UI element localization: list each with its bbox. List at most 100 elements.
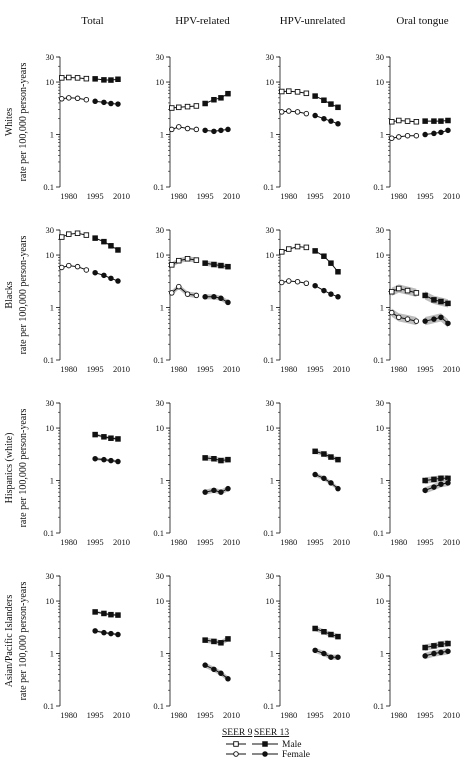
female-point bbox=[108, 457, 114, 464]
y-tick-label: 0.1 bbox=[373, 182, 384, 192]
panel-series-group bbox=[312, 448, 341, 492]
male-point bbox=[101, 77, 107, 83]
male-point bbox=[92, 76, 98, 82]
row-labels: Whites rate per 100,000 person-yearsBlack… bbox=[4, 62, 29, 700]
y-tick-label: 0.1 bbox=[153, 528, 164, 538]
y-tick-label: 30 bbox=[376, 225, 385, 235]
female-point bbox=[218, 489, 224, 495]
female-point bbox=[303, 280, 310, 287]
male-point bbox=[59, 234, 65, 240]
male-point bbox=[279, 249, 285, 255]
male-point bbox=[184, 255, 191, 262]
female-point bbox=[218, 127, 224, 134]
female-point bbox=[92, 628, 98, 634]
female-point bbox=[101, 629, 107, 636]
confidence-band bbox=[205, 662, 228, 682]
panel: 30 10 1 0.1 1980 1995 2010 bbox=[153, 571, 240, 720]
female-point bbox=[66, 95, 72, 101]
male-point bbox=[101, 610, 107, 617]
male-point bbox=[431, 476, 437, 483]
x-tick-label: 2010 bbox=[443, 710, 460, 720]
y-tick-label: 1 bbox=[160, 303, 164, 313]
x-tick-label: 1995 bbox=[417, 710, 434, 720]
panel: 30 10 1 0.1 1980 1995 2010 bbox=[153, 398, 240, 547]
male-point bbox=[211, 638, 217, 645]
x-tick-label: 1995 bbox=[417, 537, 434, 547]
series-line bbox=[171, 105, 197, 109]
male-point bbox=[303, 90, 310, 97]
male-point bbox=[396, 285, 402, 292]
y-tick-label: 10 bbox=[266, 250, 275, 260]
series-line bbox=[314, 474, 339, 489]
y-tick-label: 30 bbox=[266, 571, 275, 581]
y-tick-label: 30 bbox=[46, 571, 55, 581]
male-point bbox=[211, 261, 217, 268]
female-point bbox=[115, 631, 121, 638]
female-point bbox=[438, 649, 444, 656]
female-point bbox=[92, 98, 98, 105]
female-point bbox=[389, 135, 395, 141]
male-point bbox=[422, 477, 428, 484]
y-tick-label: 10 bbox=[156, 596, 165, 606]
female-point bbox=[445, 320, 451, 327]
series-line bbox=[424, 482, 449, 491]
panel: 30 10 1 0.1 1980 1995 2010 bbox=[263, 52, 350, 201]
panel-series-group bbox=[92, 609, 121, 638]
y-tick-label: 30 bbox=[266, 225, 275, 235]
male-point bbox=[328, 454, 334, 460]
series-line bbox=[314, 628, 339, 638]
female-point bbox=[404, 316, 411, 322]
x-tick-label: 2010 bbox=[443, 537, 460, 547]
male-point bbox=[66, 74, 72, 81]
male-point bbox=[193, 257, 200, 263]
female-point bbox=[328, 654, 334, 660]
female-point bbox=[225, 299, 231, 306]
series-line bbox=[204, 664, 229, 680]
male-point bbox=[218, 262, 224, 269]
x-tick-label: 1995 bbox=[197, 364, 214, 374]
female-point bbox=[202, 489, 208, 495]
female-point bbox=[74, 263, 81, 270]
y-tick-label: 10 bbox=[376, 250, 385, 260]
x-tick-label: 2010 bbox=[443, 364, 460, 374]
y-tick-label: 0.1 bbox=[153, 182, 164, 192]
male-point bbox=[328, 631, 334, 638]
y-tick-label: 0.1 bbox=[263, 528, 274, 538]
y-tick-label: 30 bbox=[376, 52, 385, 62]
male-point bbox=[193, 103, 200, 109]
confidence-band bbox=[205, 294, 228, 305]
y-tick-label: 10 bbox=[376, 77, 385, 87]
series-line bbox=[171, 285, 197, 296]
female-point bbox=[321, 475, 327, 482]
male-point bbox=[225, 456, 231, 463]
y-tick-label: 30 bbox=[266, 52, 275, 62]
x-tick-label: 1980 bbox=[170, 364, 187, 374]
female-point bbox=[438, 481, 444, 487]
confidence-band bbox=[391, 284, 417, 297]
y-tick-label: 10 bbox=[46, 77, 55, 87]
female-point bbox=[59, 264, 65, 271]
male-point bbox=[321, 451, 327, 457]
x-tick-label: 1995 bbox=[87, 710, 104, 720]
male-point bbox=[202, 455, 208, 461]
series-line bbox=[205, 262, 229, 268]
x-tick-label: 1980 bbox=[60, 364, 77, 374]
series-line bbox=[391, 135, 417, 139]
female-point bbox=[422, 487, 428, 494]
male-point bbox=[74, 230, 81, 237]
male-point bbox=[211, 96, 217, 103]
male-point bbox=[225, 636, 231, 642]
series-line bbox=[391, 312, 417, 322]
female-point bbox=[101, 456, 107, 463]
x-tick-label: 1995 bbox=[87, 191, 104, 201]
female-point bbox=[396, 314, 402, 321]
male-point bbox=[404, 118, 411, 124]
x-tick-label: 1980 bbox=[60, 537, 77, 547]
male-point bbox=[321, 97, 327, 103]
series-line bbox=[205, 638, 229, 644]
female-point bbox=[294, 109, 301, 115]
male-point bbox=[108, 243, 114, 249]
female-point bbox=[413, 318, 420, 324]
male-point bbox=[335, 269, 341, 275]
panel: 30 10 1 0.1 1980 1995 2010 bbox=[43, 52, 130, 201]
